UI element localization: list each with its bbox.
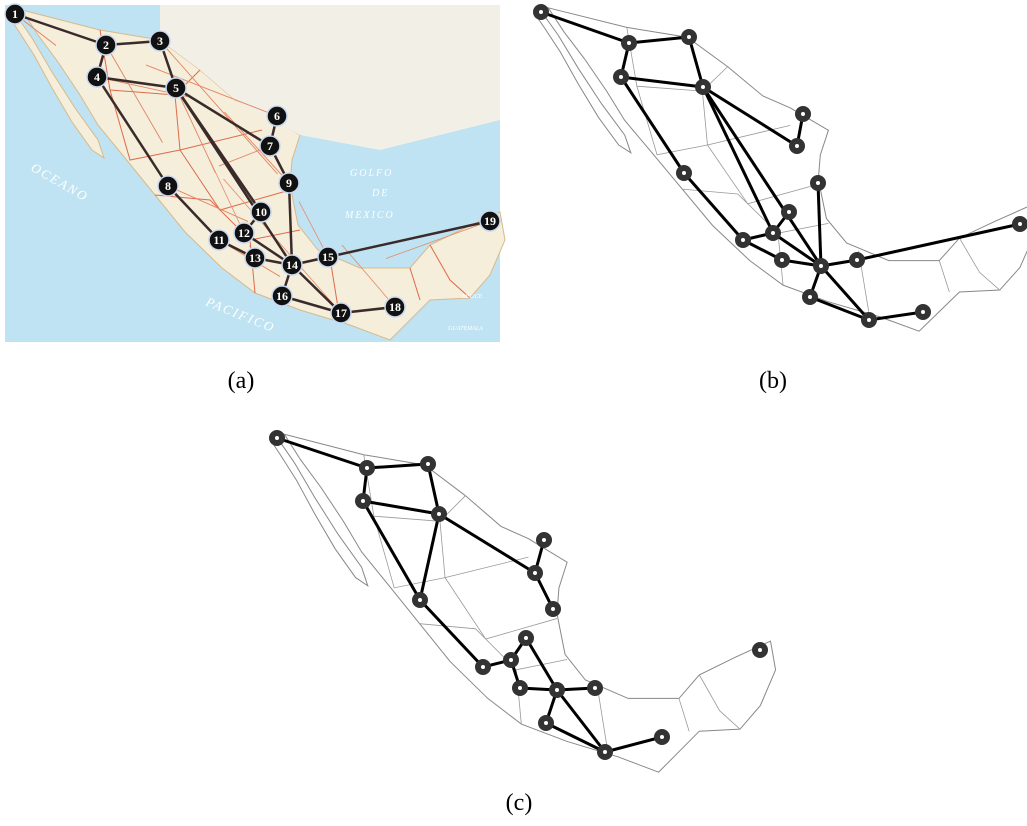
outline — [548, 8, 1027, 331]
node-label: 18 — [389, 300, 401, 314]
map-label: MEXICO — [344, 210, 395, 221]
node-label: 10 — [255, 205, 267, 219]
node-center — [418, 598, 422, 602]
node-center — [660, 735, 664, 739]
outline — [284, 434, 775, 772]
node-center — [627, 41, 631, 45]
map-label: GUATEMALA — [448, 326, 483, 332]
node-center — [481, 665, 485, 669]
node-label: 11 — [213, 233, 224, 247]
node-center — [780, 258, 784, 262]
caption: (a) — [228, 368, 255, 394]
node-center — [795, 144, 799, 148]
node-label: 8 — [165, 179, 171, 193]
node-label: 19 — [484, 214, 496, 228]
node-center — [787, 210, 791, 214]
node-center — [551, 607, 555, 611]
node-center — [701, 85, 705, 89]
node-center — [801, 112, 805, 116]
node-label: 4 — [94, 70, 100, 84]
node-center — [921, 310, 925, 314]
node-center — [819, 264, 823, 268]
figure: (a) (b) (c) GOLFODEMEXICOOCEANOPACIFICOG… — [0, 0, 1027, 826]
node-center — [808, 295, 812, 299]
node-center — [509, 658, 513, 662]
node-center — [542, 538, 546, 542]
panel-c — [269, 430, 776, 772]
node-label: 1 — [12, 7, 18, 21]
node-center — [816, 181, 820, 185]
node-label: 16 — [276, 289, 288, 303]
node-label: 6 — [274, 109, 280, 123]
map-label: DE — [371, 188, 389, 199]
node-label: 2 — [103, 38, 109, 52]
node-label: 12 — [238, 226, 250, 240]
caption: (c) — [506, 790, 533, 816]
node-label: 7 — [267, 139, 273, 153]
node-label: 13 — [249, 251, 261, 265]
node-label: 3 — [157, 34, 163, 48]
node-center — [682, 171, 686, 175]
map-label: BELICE — [462, 294, 483, 300]
node-label: 15 — [322, 250, 334, 264]
node-label: 9 — [286, 176, 292, 190]
node-center — [539, 10, 543, 14]
node-label: 5 — [173, 81, 179, 95]
map-label: GOLFO — [350, 168, 393, 179]
node-center — [437, 512, 441, 516]
node-center — [687, 35, 691, 39]
node-center — [741, 238, 745, 242]
node-center — [275, 436, 279, 440]
node-label: 14 — [286, 258, 298, 272]
node-center — [361, 499, 365, 503]
node-center — [524, 636, 528, 640]
node-label: 17 — [335, 306, 347, 320]
node-center — [619, 75, 623, 79]
node-center — [544, 721, 548, 725]
node-center — [1018, 222, 1022, 226]
node-center — [603, 750, 607, 754]
node-center — [593, 686, 597, 690]
node-center — [365, 466, 369, 470]
node-center — [867, 318, 871, 322]
node-center — [533, 571, 537, 575]
node-center — [771, 231, 775, 235]
node-center — [426, 462, 430, 466]
node-center — [758, 648, 762, 652]
node-center — [855, 258, 859, 262]
caption: (b) — [759, 368, 787, 394]
node-center — [518, 686, 522, 690]
panel-b — [533, 4, 1027, 331]
node-center — [555, 688, 559, 692]
